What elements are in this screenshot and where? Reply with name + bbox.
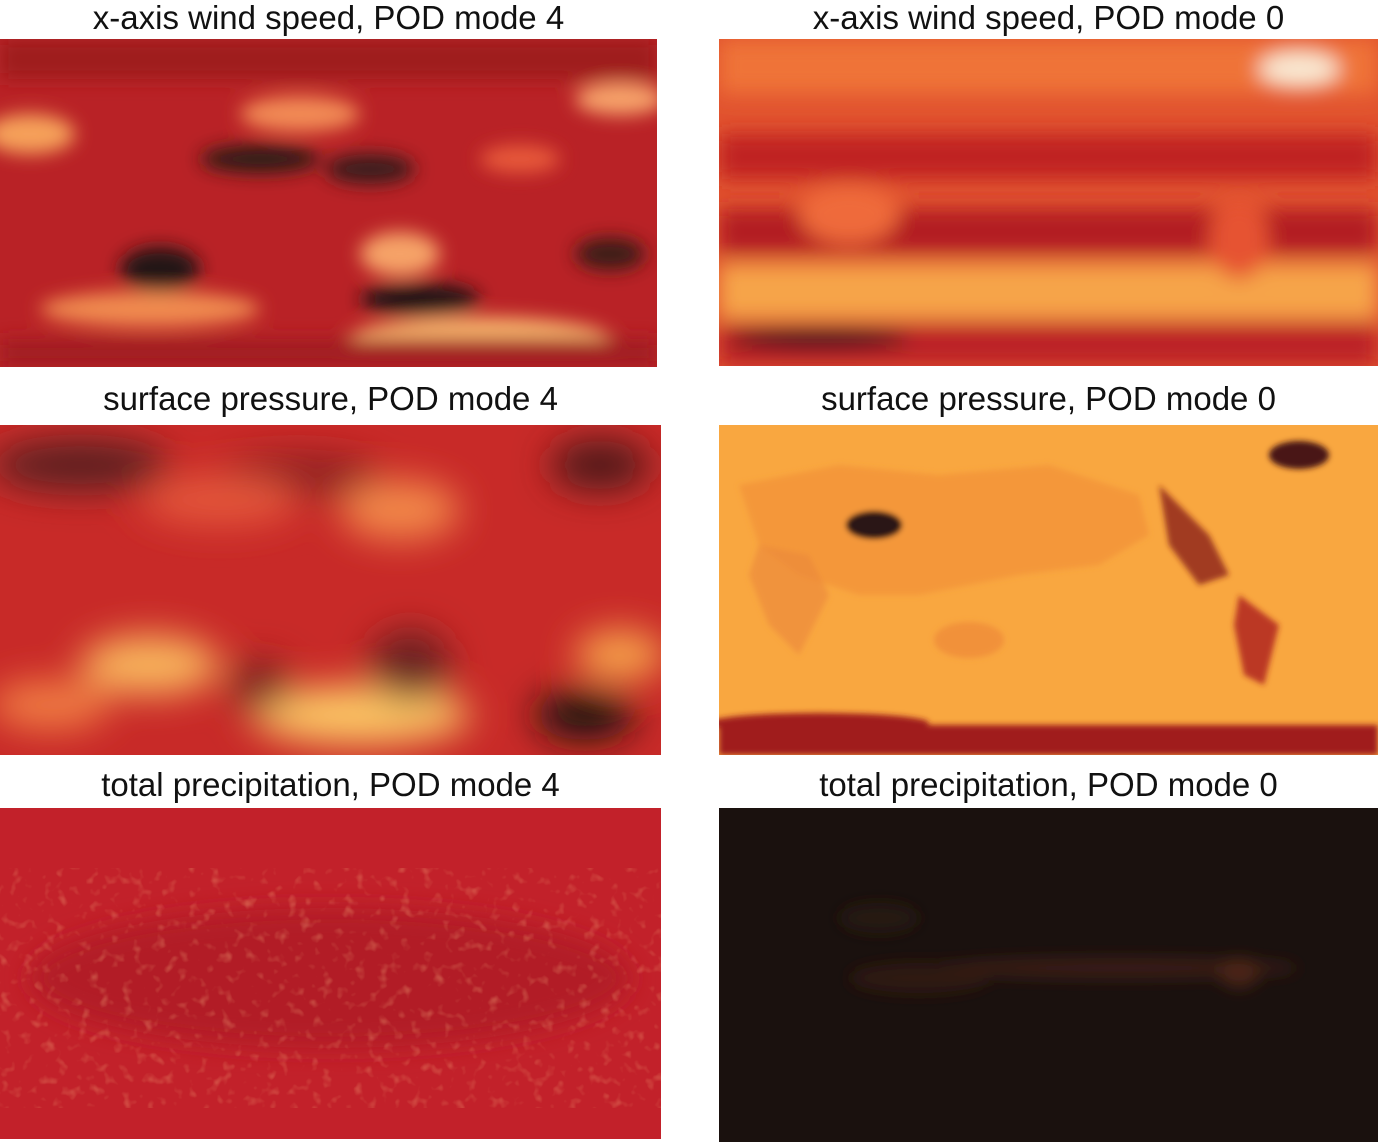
panel-wind-mode-4: x-axis wind speed, POD mode 4 (0, 0, 657, 368)
panel-title: x-axis wind speed, POD mode 4 (92, 0, 565, 36)
heatmap-image (0, 425, 661, 755)
heatmap-image (0, 39, 657, 367)
panel-title: surface pressure, POD mode 0 (821, 380, 1276, 417)
panel-precip-mode-4: total precipitation, POD mode 4 (0, 766, 661, 1140)
panel-pressure-mode-4: surface pressure, POD mode 4 (0, 380, 661, 756)
panel-title: surface pressure, POD mode 4 (103, 380, 558, 417)
panel-title: total precipitation, POD mode 0 (819, 766, 1278, 803)
heatmap-image (719, 808, 1378, 1142)
panel-title: x-axis wind speed, POD mode 0 (812, 0, 1285, 36)
panel-wind-mode-0: x-axis wind speed, POD mode 0 (719, 0, 1378, 368)
heatmap-image (0, 808, 661, 1139)
heatmap-image (719, 425, 1378, 755)
panel-precip-mode-0: total precipitation, POD mode 0 (719, 766, 1378, 1142)
panel-pressure-mode-0: surface pressure, POD mode 0 (719, 380, 1378, 756)
heatmap-image (719, 39, 1378, 366)
panel-title: total precipitation, POD mode 4 (101, 766, 560, 803)
